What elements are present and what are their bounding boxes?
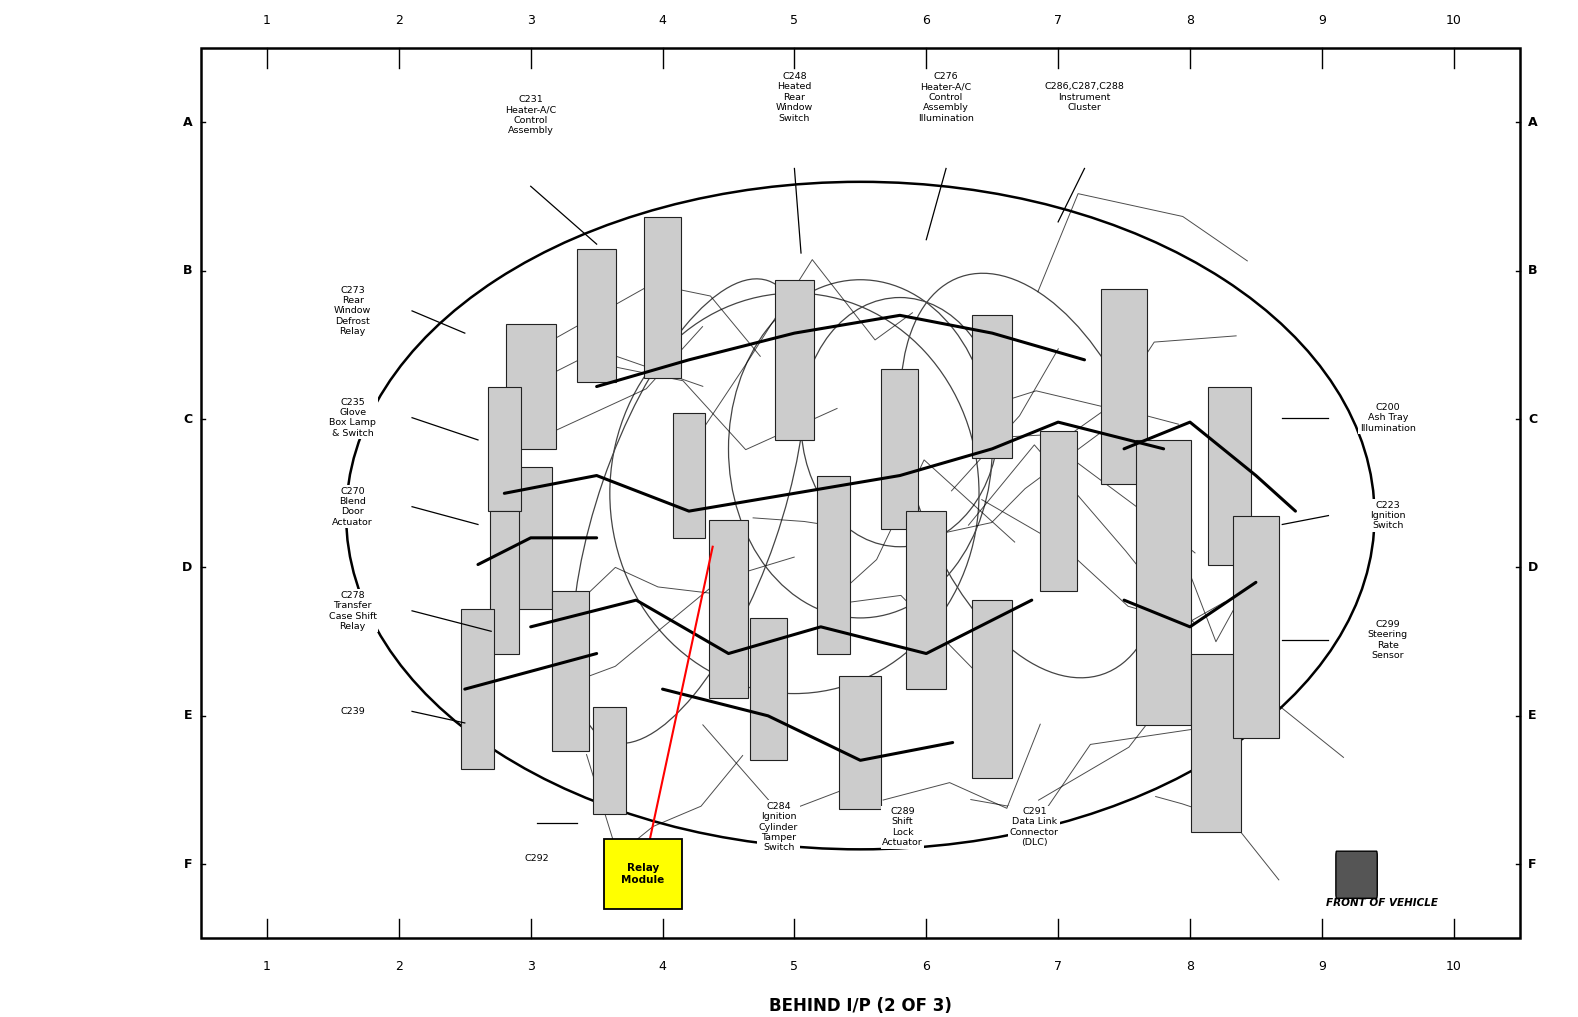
Bar (461, 609, 494, 769)
Text: C284
Ignition
Cylinder
Tamper
Switch: C284 Ignition Cylinder Tamper Switch (759, 801, 798, 852)
Bar (709, 520, 748, 698)
Bar (578, 248, 617, 382)
FancyBboxPatch shape (604, 839, 682, 909)
Bar (972, 315, 1011, 458)
Text: C291
Data Link
Connector
(DLC): C291 Data Link Connector (DLC) (1010, 806, 1059, 847)
Text: 10: 10 (1445, 14, 1461, 26)
Text: C289
Shift
Lock
Actuator: C289 Shift Lock Actuator (882, 806, 923, 847)
Text: 7: 7 (1054, 14, 1062, 26)
Bar (593, 707, 626, 814)
Text: FRONT OF VEHICLE: FRONT OF VEHICLE (1326, 898, 1438, 908)
Text: 2: 2 (394, 960, 402, 973)
Bar (1136, 440, 1191, 725)
Text: C278
Transfer
Case Shift
Relay: C278 Transfer Case Shift Relay (328, 591, 377, 631)
Text: Relay
Module: Relay Module (622, 863, 664, 885)
Text: D: D (183, 561, 193, 574)
Text: 8: 8 (1187, 14, 1195, 26)
Bar (1232, 516, 1280, 738)
Bar (552, 591, 589, 752)
Text: C270
Blend
Door
Actuator: C270 Blend Door Actuator (333, 486, 372, 527)
Bar (1209, 386, 1251, 564)
Bar (505, 324, 555, 448)
Text: 2: 2 (394, 14, 402, 26)
Text: C200
Ash Tray
Illumination: C200 Ash Tray Illumination (1360, 403, 1415, 432)
Text: 6: 6 (922, 14, 929, 26)
Text: C273
Rear
Window
Defrost
Relay: C273 Rear Window Defrost Relay (335, 286, 371, 337)
FancyBboxPatch shape (1337, 851, 1378, 898)
Text: BEHIND I/P (2 OF 3): BEHIND I/P (2 OF 3) (768, 998, 952, 1015)
Text: C223
Ignition
Switch: C223 Ignition Switch (1370, 500, 1406, 531)
Text: C239: C239 (341, 707, 365, 716)
Text: C286,C287,C288
Instrument
Cluster: C286,C287,C288 Instrument Cluster (1045, 82, 1125, 112)
Text: 7: 7 (1054, 960, 1062, 973)
Bar (1191, 654, 1242, 832)
Text: F: F (185, 857, 193, 871)
Text: C: C (1528, 413, 1537, 426)
Text: C248
Heated
Rear
Window
Switch: C248 Heated Rear Window Switch (776, 72, 813, 123)
Text: C299
Steering
Rate
Sensor: C299 Steering Rate Sensor (1368, 620, 1408, 660)
Text: D: D (1528, 561, 1539, 574)
Text: F: F (1528, 857, 1537, 871)
Bar (1040, 431, 1076, 591)
Text: 10: 10 (1445, 960, 1461, 973)
Text: C: C (183, 413, 193, 426)
Text: 1: 1 (264, 14, 271, 26)
Bar (200, 49, 1520, 939)
Text: 6: 6 (922, 960, 929, 973)
Text: 4: 4 (658, 960, 666, 973)
Text: 5: 5 (791, 960, 798, 973)
Bar (750, 618, 786, 761)
Text: A: A (183, 116, 193, 129)
Text: E: E (1528, 709, 1537, 722)
Text: 1: 1 (264, 960, 271, 973)
Text: 5: 5 (791, 14, 798, 26)
Text: 8: 8 (1187, 960, 1195, 973)
Bar (644, 218, 682, 377)
Bar (1101, 289, 1147, 484)
Bar (510, 467, 552, 609)
Text: C231
Heater-A/C
Control
Assembly: C231 Heater-A/C Control Assembly (505, 95, 557, 135)
Text: A: A (1528, 116, 1539, 129)
Text: C292: C292 (525, 853, 549, 862)
Bar (882, 369, 918, 529)
Text: B: B (1528, 264, 1537, 278)
Text: 3: 3 (527, 14, 535, 26)
Text: B: B (183, 264, 193, 278)
Bar (775, 280, 814, 440)
Bar (488, 386, 521, 512)
Bar (489, 512, 519, 654)
Text: 4: 4 (658, 14, 666, 26)
Text: 9: 9 (1318, 14, 1326, 26)
Bar (906, 512, 947, 690)
Bar (972, 600, 1011, 778)
Bar (817, 476, 851, 654)
Bar (674, 413, 705, 538)
Text: 3: 3 (527, 960, 535, 973)
Text: E: E (185, 709, 193, 722)
Bar (839, 675, 882, 810)
Text: C276
Heater-A/C
Control
Assembly
Illumination: C276 Heater-A/C Control Assembly Illumin… (918, 72, 974, 123)
Text: 9: 9 (1318, 960, 1326, 973)
Text: C235
Glove
Box Lamp
& Switch: C235 Glove Box Lamp & Switch (330, 398, 376, 437)
